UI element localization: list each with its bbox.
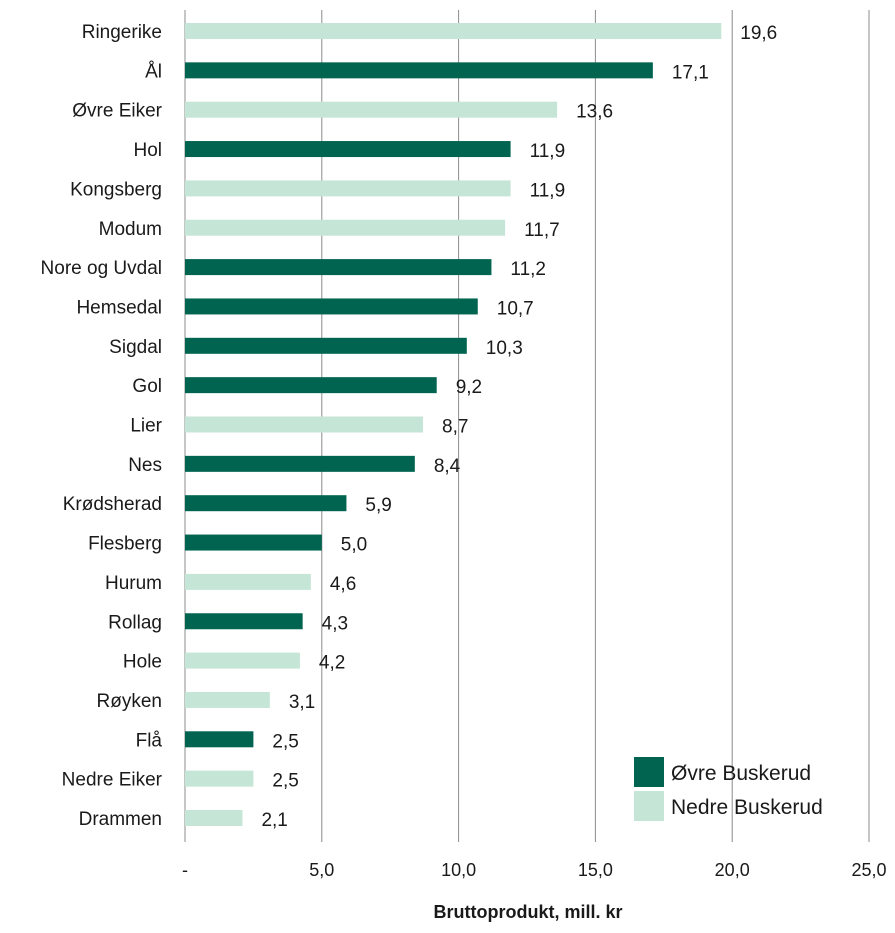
value-label: 3,1: [289, 692, 315, 713]
category-label: Røyken: [97, 691, 162, 712]
bar: [185, 23, 722, 39]
x-tick-label: 15,0: [578, 860, 613, 880]
legend-label: Nedre Buskerud: [671, 796, 823, 819]
bar: [185, 573, 311, 590]
value-label: 5,9: [365, 495, 391, 516]
bar: [185, 259, 492, 276]
value-label: 4,2: [319, 653, 345, 674]
value-label: 9,2: [456, 377, 482, 398]
value-label: 2,1: [261, 810, 287, 831]
x-tick-label: 20,0: [715, 860, 750, 880]
category-label: Sigdal: [109, 337, 162, 358]
category-label: Modum: [99, 219, 162, 240]
x-axis: - 5,0 10,0 15,0 20,0 25,0: [182, 860, 887, 880]
x-tick-label: 5,0: [309, 860, 334, 880]
value-label: 17,1: [672, 62, 709, 83]
value-label: 2,5: [272, 771, 298, 792]
category-label: Flesberg: [88, 534, 162, 555]
value-label: 2,5: [272, 731, 298, 752]
category-label: Hemsedal: [76, 297, 162, 318]
category-label: Nedre Eiker: [62, 770, 163, 791]
bar: [185, 219, 506, 236]
bar: [185, 377, 437, 394]
category-label: Hole: [123, 652, 162, 673]
value-label: 10,3: [486, 338, 523, 359]
value-label: 11,2: [510, 259, 546, 280]
category-label: Ringerike: [82, 22, 162, 43]
legend: Øvre Buskerud Nedre Buskerud: [634, 757, 823, 821]
value-label: 10,7: [497, 298, 534, 319]
category-label: Kongsberg: [70, 179, 162, 200]
bar: [185, 770, 254, 787]
category-label: Nore og Uvdal: [41, 258, 162, 279]
bar: [185, 495, 347, 512]
x-tick-label: -: [182, 860, 188, 880]
value-label: 11,9: [530, 141, 566, 162]
category-label: Gol: [132, 376, 162, 397]
value-labels: 19,6 17,1 13,6 11,9 11,9 11,7 11,2 10,7 10,39,2 8…: [261, 23, 777, 831]
value-label: 8,4: [434, 456, 461, 477]
bars: [185, 23, 722, 826]
category-label: Hol: [133, 140, 162, 161]
bar: [185, 337, 467, 354]
bar: [185, 62, 653, 79]
bar: [185, 101, 558, 118]
category-label: Krødsherad: [63, 494, 162, 515]
legend-swatch: [634, 791, 664, 821]
value-label: 4,6: [330, 574, 356, 595]
category-label: Lier: [130, 416, 162, 437]
category-label: Ål: [145, 61, 162, 82]
bar: [185, 810, 243, 826]
value-label: 13,6: [576, 102, 613, 123]
value-label: 8,7: [442, 417, 468, 438]
category-label: Nes: [128, 455, 162, 476]
bar: [185, 731, 254, 748]
legend-swatch: [634, 757, 664, 787]
x-tick-label: 25,0: [851, 860, 886, 880]
value-label: 11,7: [524, 220, 560, 241]
category-labels: Ringerike Ål Øvre Eiker Hol Kongsberg Modum No…: [41, 22, 163, 830]
legend-label: Øvre Buskerud: [671, 762, 811, 785]
bar: [185, 652, 300, 669]
bar: [185, 180, 511, 197]
bar: [185, 416, 424, 433]
category-label: Drammen: [79, 809, 162, 830]
x-axis-title: Bruttoprodukt, mill. kr: [434, 902, 623, 922]
bar: [185, 613, 303, 630]
category-label: Rollag: [108, 612, 162, 633]
value-label: 19,6: [740, 23, 777, 44]
bar: [185, 534, 322, 551]
bar: [185, 691, 270, 708]
value-label: 11,9: [530, 180, 566, 201]
category-label: Hurum: [105, 573, 162, 594]
bar: [185, 455, 415, 472]
bar: [185, 141, 511, 158]
x-tick-label: 10,0: [441, 860, 476, 880]
category-label: Flå: [136, 730, 163, 751]
category-label: Øvre Eiker: [72, 101, 162, 122]
value-label: 4,3: [322, 613, 348, 634]
value-label: 5,0: [341, 535, 367, 556]
bar: [185, 298, 478, 315]
